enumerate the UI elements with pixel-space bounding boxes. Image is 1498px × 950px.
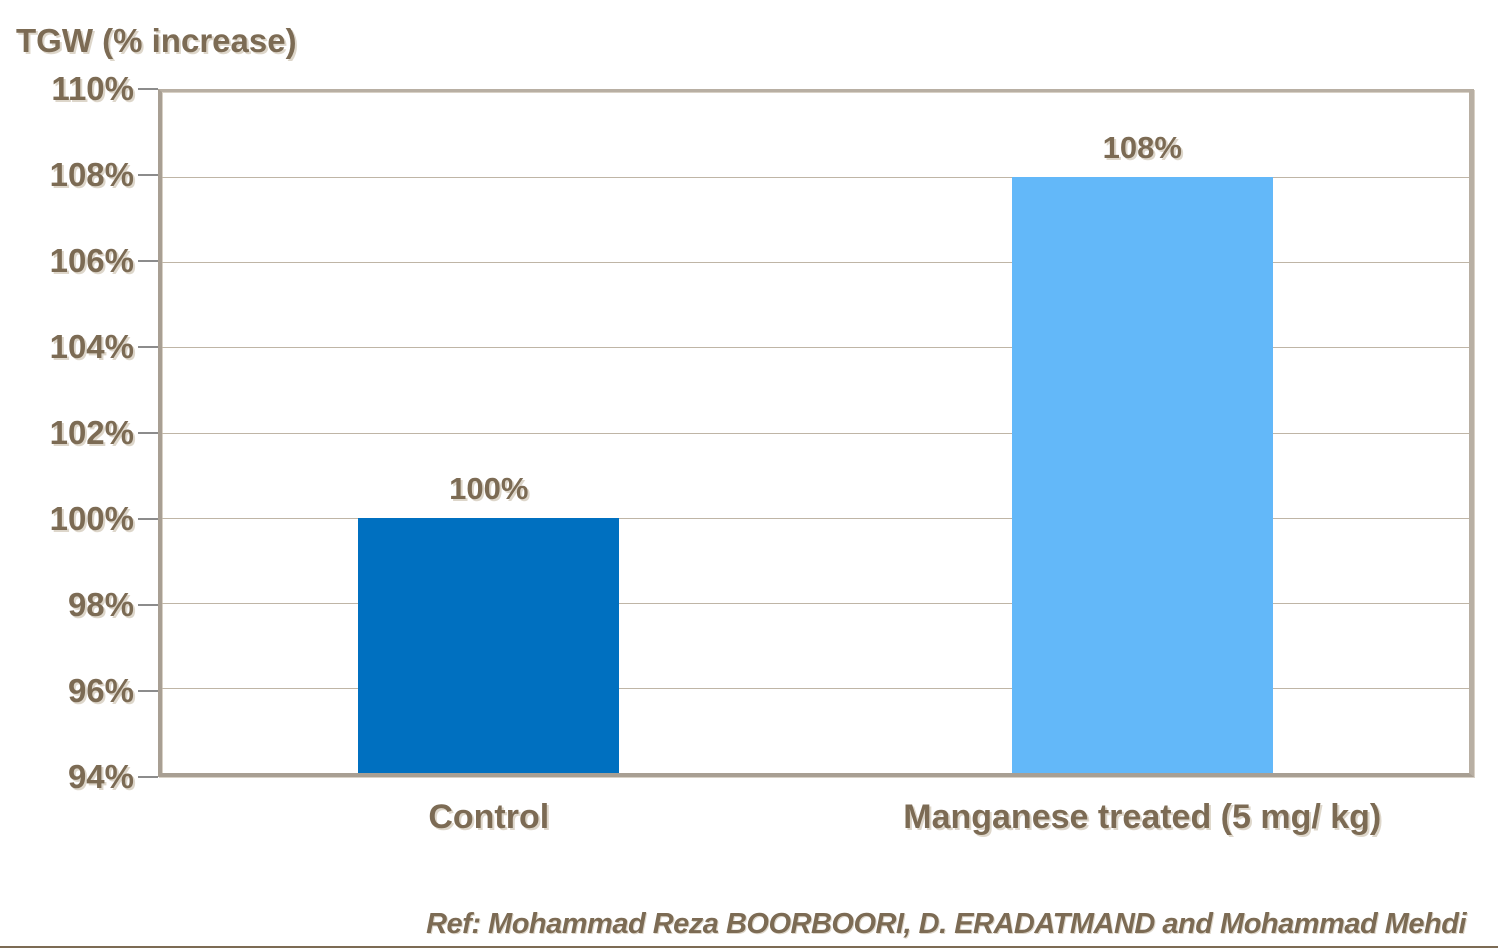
- y-axis-tick-mark: [138, 346, 158, 348]
- y-axis-tick-label: 104%: [49, 328, 134, 365]
- gridline: [162, 432, 1469, 434]
- y-axis-tick-mark: [138, 88, 158, 90]
- bar-control: [358, 517, 620, 773]
- x-axis-category-label: Control: [428, 798, 550, 836]
- y-axis-tick-label: 96%: [67, 672, 134, 709]
- bar-value-label: 100%: [449, 470, 529, 506]
- y-axis-tick-label: 108%: [49, 156, 134, 193]
- y-axis-tick-label: 102%: [49, 414, 134, 451]
- chart-title: TGW (% increase): [16, 22, 297, 59]
- gridline: [162, 262, 1469, 264]
- y-axis-tick-mark: [138, 690, 158, 692]
- y-axis-tick-mark: [138, 432, 158, 434]
- y-axis-tick-mark: [138, 174, 158, 176]
- y-axis-tick-mark: [138, 260, 158, 262]
- y-axis-tick-mark: [138, 604, 158, 606]
- y-axis-tick-label: 106%: [49, 242, 134, 279]
- y-axis-tick-label: 98%: [67, 586, 134, 623]
- bar-treated: [1011, 177, 1273, 773]
- x-axis-category-label: Manganese treated (5 mg/ kg): [903, 798, 1382, 836]
- gridline: [162, 177, 1469, 179]
- bar-value-label: 108%: [1102, 130, 1182, 166]
- gridline: [162, 517, 1469, 519]
- y-axis-tick-label: 110%: [51, 70, 134, 107]
- y-axis-tick-mark: [138, 518, 158, 520]
- reference-text: Ref: Mohammad Reza BOORBOORI, D. ERADATM…: [426, 908, 1466, 940]
- gridline: [162, 602, 1469, 604]
- bottom-divider: [0, 946, 1498, 948]
- gridline: [162, 687, 1469, 689]
- y-axis-tick-label: 94%: [67, 758, 134, 795]
- y-axis-tick-label: 100%: [49, 500, 134, 537]
- plot-area: 100% 108%: [158, 89, 1474, 777]
- gridline: [162, 347, 1469, 349]
- y-axis-tick-mark: [138, 776, 158, 778]
